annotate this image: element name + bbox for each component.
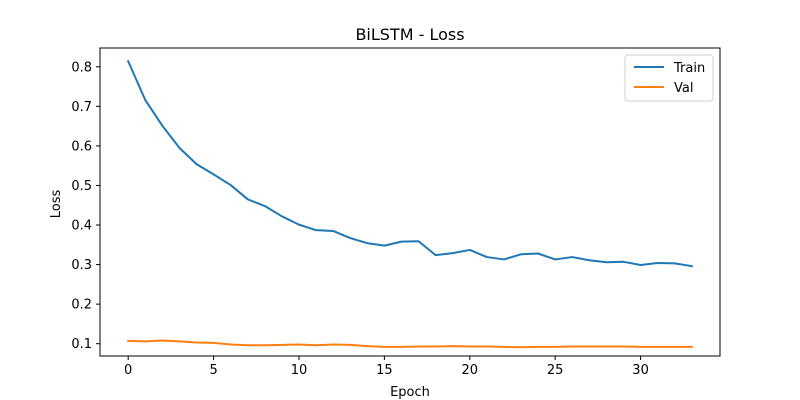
chart-title: BiLSTM - Loss: [355, 25, 464, 44]
x-axis-label: Epoch: [390, 385, 430, 400]
x-tick-label: 25: [547, 363, 564, 378]
legend-label-val: Val: [674, 81, 693, 96]
y-tick-label: 0.6: [71, 139, 92, 154]
y-axis-label: Loss: [49, 190, 64, 219]
x-tick-label: 10: [291, 363, 308, 378]
series-line-val: [127, 339, 693, 349]
y-axis: 0.1 0.2 0.3 0.4 0.5 0.6 0.7 0.8: [71, 60, 100, 352]
x-tick-label: 0: [124, 363, 132, 378]
x-tick-label: 5: [209, 363, 217, 378]
plot-frame: [99, 47, 721, 357]
y-tick-label: 0.5: [71, 179, 92, 194]
y-tick-label: 0.4: [71, 219, 92, 234]
y-tick-label: 0.7: [71, 100, 92, 115]
x-tick-label: 20: [462, 363, 479, 378]
legend-label-train: Train: [673, 61, 705, 76]
series-line-train: [126, 59, 693, 268]
x-tick-label: 30: [632, 363, 649, 378]
y-tick-label: 0.3: [71, 258, 92, 273]
y-tick-label: 0.1: [71, 337, 92, 352]
x-axis: 0 5 10 15 20 25 30: [124, 356, 649, 378]
legend: Train Val: [624, 54, 714, 102]
x-tick-label: 15: [376, 363, 393, 378]
plot-area: [99, 47, 721, 357]
y-tick-label: 0.2: [71, 298, 92, 313]
y-tick-label: 0.8: [71, 60, 92, 75]
